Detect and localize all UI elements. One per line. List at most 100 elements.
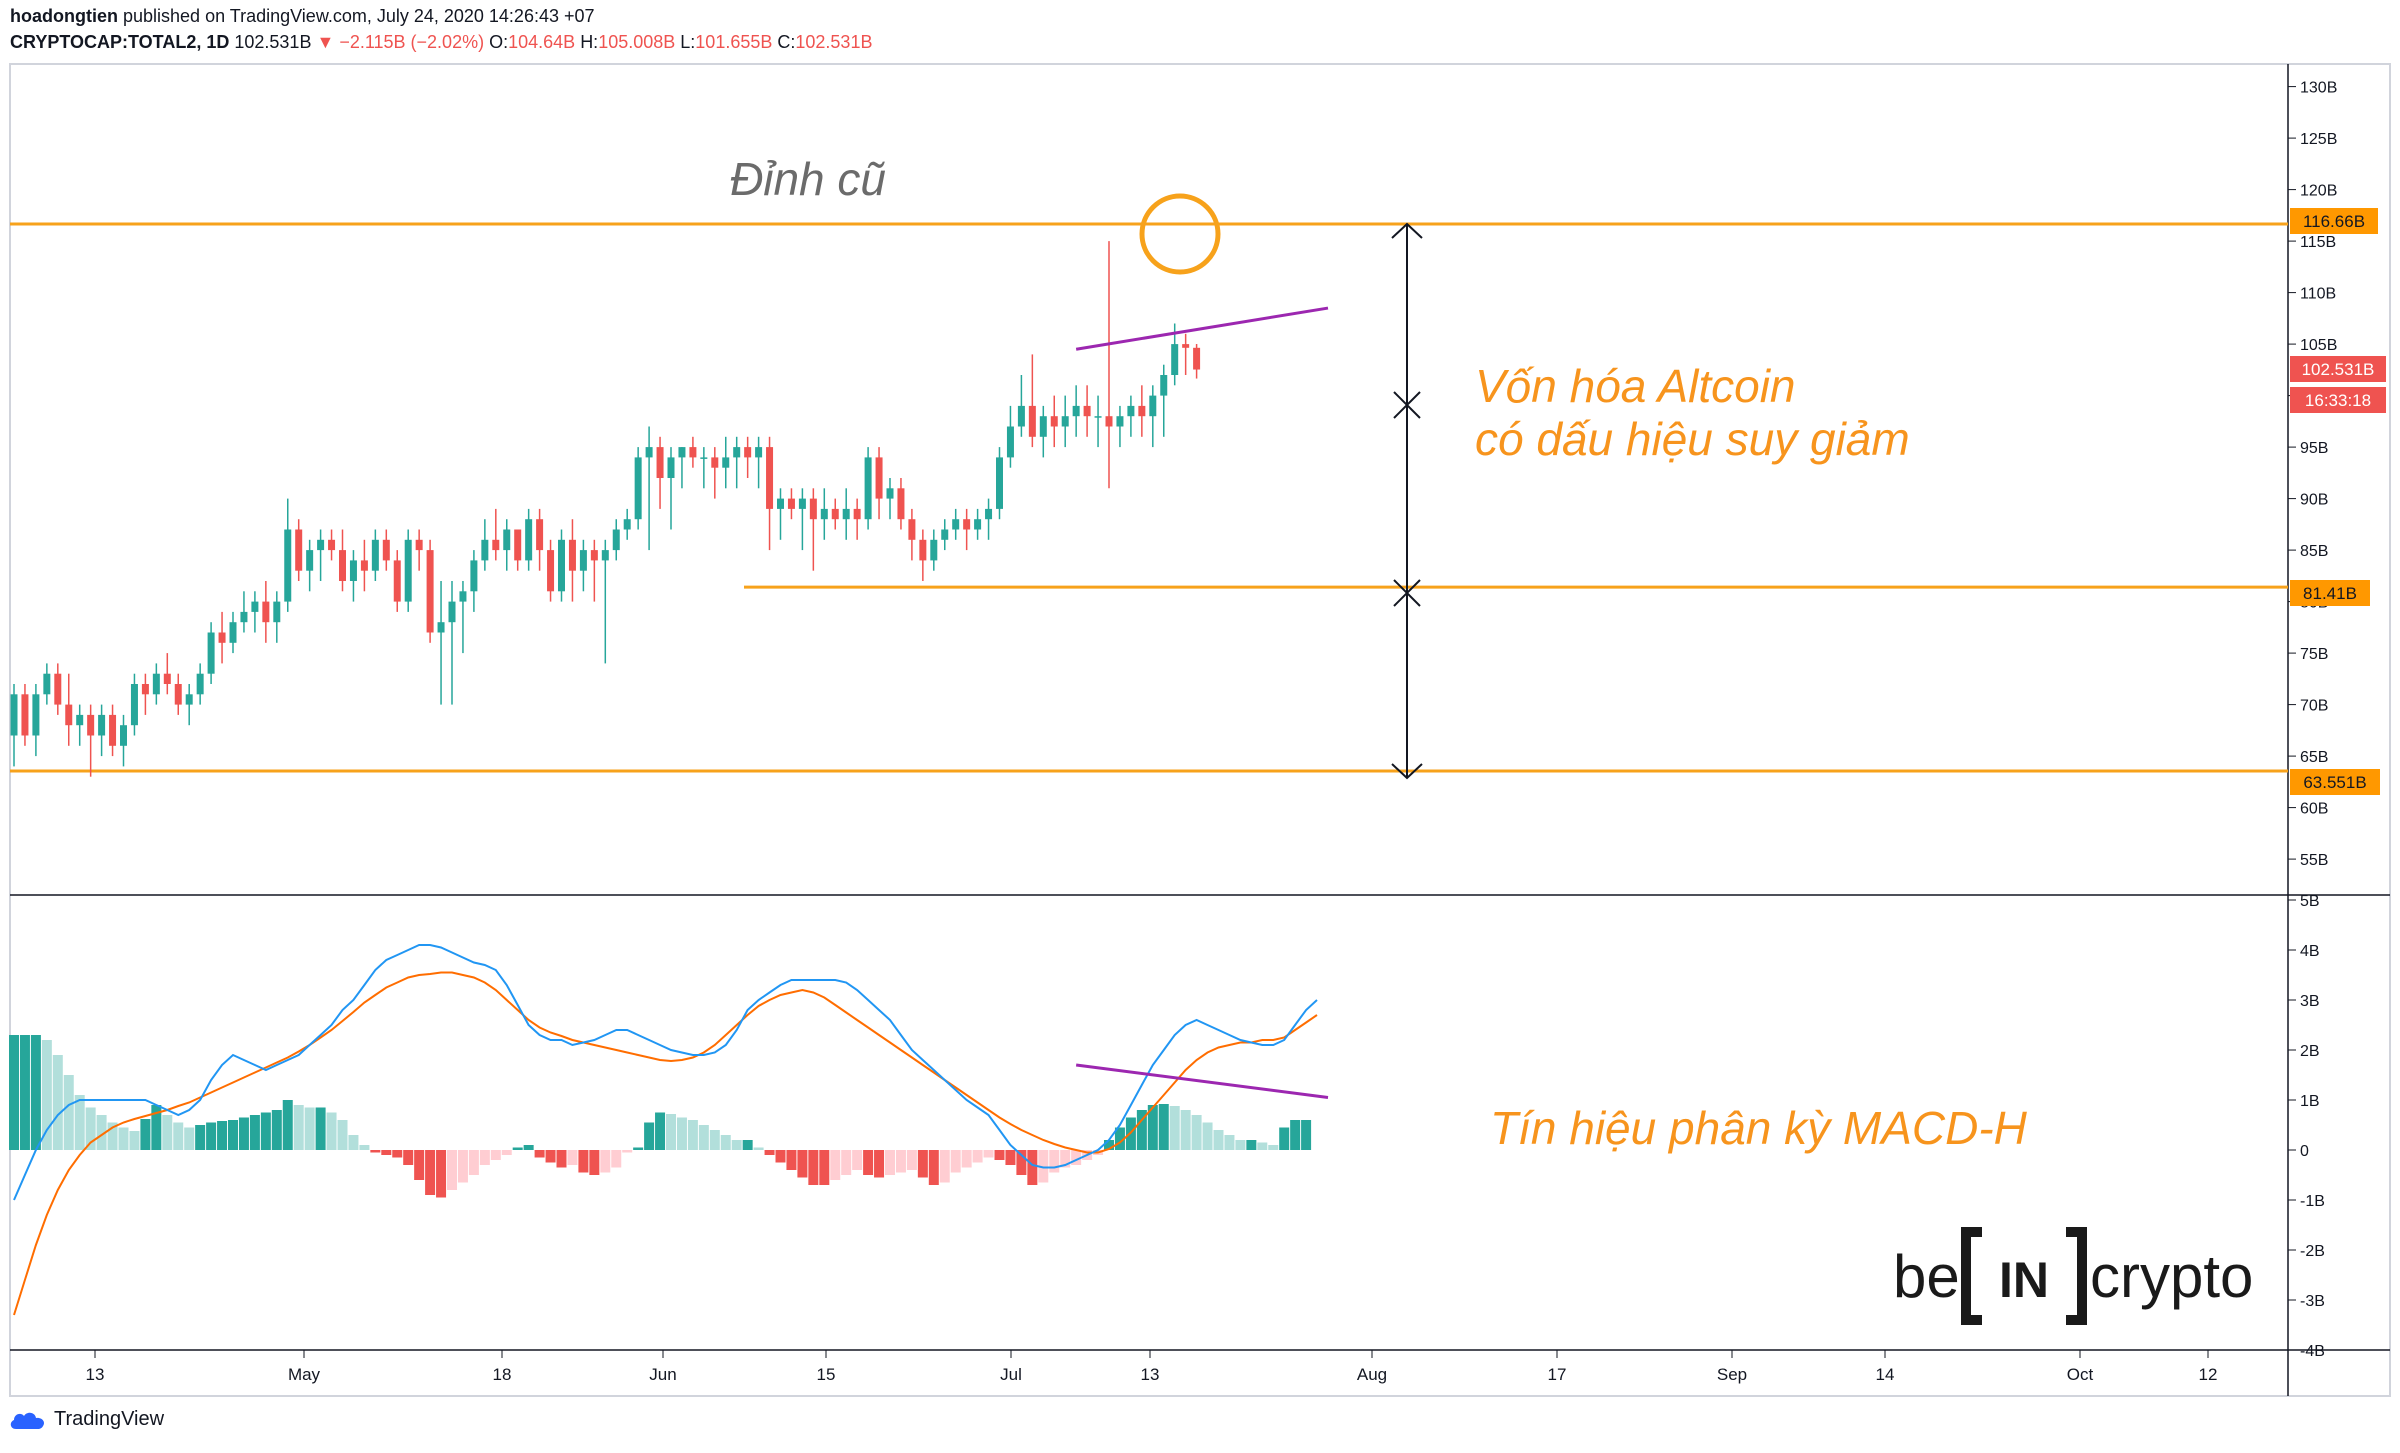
histogram-bar: [1104, 1140, 1114, 1150]
histogram-bar: [1235, 1140, 1246, 1150]
histogram-bar: [972, 1150, 983, 1163]
candle-body: [481, 539, 489, 561]
price-tick-label: 70B: [2300, 698, 2328, 715]
author-name[interactable]: hoadongtien: [10, 6, 118, 26]
histogram-bar: [1060, 1150, 1071, 1168]
histogram-bar: [1071, 1150, 1082, 1165]
histogram-bar: [753, 1147, 764, 1150]
candle-body: [328, 539, 336, 551]
price-tag-mid-text: 81.41B: [2303, 584, 2357, 603]
price-axis[interactable]: 130B125B120B115B110B105B100B95B90B85B80B…: [2288, 80, 2337, 870]
histogram-bar: [249, 1115, 260, 1150]
candle-body: [897, 488, 905, 520]
candle-body: [32, 694, 40, 736]
histogram-bar: [501, 1150, 512, 1155]
histogram-bar: [9, 1035, 19, 1150]
candle-body: [360, 560, 368, 571]
histogram-bar: [885, 1150, 895, 1175]
macd-tick-label: 2B: [2300, 1043, 2320, 1060]
histogram-bar: [841, 1150, 852, 1175]
candle-body: [1028, 405, 1036, 437]
histogram-bar: [523, 1145, 534, 1150]
candle-body: [1138, 405, 1146, 417]
price-tag-bot-text: 63.551B: [2303, 773, 2366, 792]
price-tag-last-text: 102.531B: [2302, 360, 2375, 379]
price-tag-mid: 81.41B: [2290, 580, 2370, 606]
candle-body: [120, 725, 127, 746]
candle-body: [459, 591, 467, 602]
histogram-bar: [1213, 1130, 1224, 1150]
histogram-bar: [928, 1150, 939, 1185]
symbol-label: CRYPTOCAP:TOTAL2, 1D: [10, 32, 230, 52]
histogram-bar: [107, 1122, 118, 1150]
candle-body: [744, 447, 752, 458]
logo-be: be: [1893, 1243, 1960, 1310]
histogram-bar: [162, 1115, 173, 1150]
histogram-bar: [1016, 1150, 1027, 1175]
histogram-bar: [238, 1117, 249, 1150]
histogram-bar: [228, 1120, 238, 1150]
price-tick-label: 130B: [2300, 80, 2337, 97]
candle-body: [798, 498, 806, 509]
histogram-bar: [140, 1119, 151, 1150]
candle-body: [590, 550, 598, 561]
histogram-bar: [326, 1112, 337, 1150]
macd-trendline[interactable]: [1075, 1063, 1329, 1099]
candle-body: [339, 550, 346, 581]
histogram-bar: [622, 1150, 633, 1153]
candle-body: [382, 539, 390, 561]
logo-in: IN: [1999, 1252, 2049, 1308]
candle-body: [163, 673, 171, 684]
candle-body: [755, 447, 763, 458]
price-trendline[interactable]: [1075, 306, 1329, 351]
candle-body: [437, 622, 445, 633]
histogram-bar: [217, 1121, 228, 1150]
macd-tick-label: 1B: [2300, 1093, 2320, 1110]
candle-body: [371, 539, 379, 571]
candle-body: [21, 694, 29, 736]
candle-body: [1061, 416, 1069, 427]
candle-body: [514, 529, 522, 561]
time-axis[interactable]: 13 May 18 Jun 15 Jul 13 Aug 17 Sep 14 Oct 12: [86, 1350, 2218, 1384]
histogram-bar: [337, 1120, 348, 1150]
candle-body: [1039, 416, 1047, 437]
time-tick-label: 13: [1141, 1365, 1160, 1384]
candle-body: [733, 447, 741, 458]
beincrypto-logo: be IN crypto: [1893, 1227, 2253, 1325]
time-tick-label: 15: [817, 1365, 836, 1384]
change-value: −2.115B (−2.02%): [339, 32, 485, 52]
price-tag-bot: 63.551B: [2290, 769, 2380, 795]
time-tick-label: 18: [493, 1365, 512, 1384]
spike-highlight-circle[interactable]: [1139, 193, 1221, 275]
histogram-bar: [381, 1150, 392, 1155]
time-tick-label: Aug: [1357, 1365, 1387, 1384]
histogram-bar: [468, 1150, 479, 1175]
histogram-bar: [1049, 1150, 1060, 1173]
histogram-bar: [819, 1150, 830, 1185]
candle-body: [985, 508, 993, 520]
histogram-bar: [41, 1040, 52, 1150]
candle-body: [700, 457, 708, 459]
candle-body: [1171, 344, 1179, 375]
macd-axis[interactable]: 5B 4B 3B 2B 1B 0 -1B -2B -3B -4B: [2288, 893, 2325, 1360]
histogram-bar: [852, 1150, 863, 1170]
histogram-bar: [808, 1150, 819, 1185]
candle-body: [1105, 416, 1113, 427]
range-measure-arrows[interactable]: [1391, 222, 1423, 780]
histogram-bar: [742, 1140, 753, 1150]
histogram-bar: [457, 1150, 468, 1183]
candle-body: [1094, 416, 1102, 418]
macd-tick-label: 0: [2300, 1143, 2309, 1160]
tradingview-footer[interactable]: TradingView: [8, 1408, 164, 1431]
histogram-bar: [447, 1150, 457, 1190]
old-high-label: Đỉnh cũ: [730, 153, 886, 205]
histogram-bar: [1224, 1135, 1235, 1150]
histogram-bar: [1038, 1150, 1049, 1183]
candle-body: [174, 684, 182, 705]
histogram-bar: [436, 1150, 447, 1198]
histogram-bar: [129, 1131, 140, 1150]
signal-line: [13, 971, 1318, 1316]
histogram-bar: [666, 1114, 676, 1150]
chart-frame: [9, 63, 2391, 1397]
